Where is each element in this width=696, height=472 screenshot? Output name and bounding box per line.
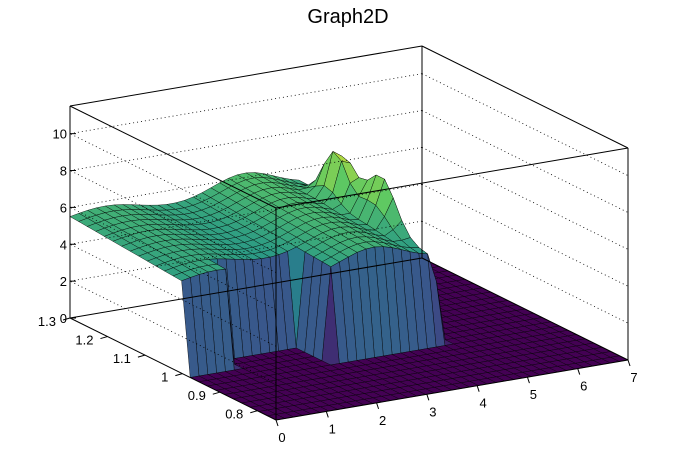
front-top-edge bbox=[275, 147, 629, 209]
y-tick-label: 0.8 bbox=[225, 407, 243, 422]
chart-title: Graph2D bbox=[307, 6, 388, 28]
y-tick bbox=[212, 391, 220, 395]
x-tick-label: 2 bbox=[379, 413, 386, 428]
z-tick-label: 0 bbox=[60, 311, 67, 326]
x-tick bbox=[526, 376, 530, 384]
y-tick-label: 1.3 bbox=[38, 314, 56, 329]
y-tick-label: 1 bbox=[161, 370, 168, 385]
z-tick-label: 6 bbox=[60, 200, 67, 215]
x-tick bbox=[627, 359, 631, 367]
x-tick-label: 6 bbox=[580, 379, 587, 394]
x-tick-label: 4 bbox=[480, 396, 487, 411]
back-wall-gridline bbox=[69, 73, 423, 135]
z-tick-label: 2 bbox=[60, 274, 67, 289]
side-wall-gridline bbox=[421, 110, 629, 213]
x-tick bbox=[325, 411, 329, 418]
right-floor-edge bbox=[421, 257, 629, 361]
axis-ticks: 0 1 2 3 4 5 6 7 0.8 0.9 1 1.1 1.2 1.3 0 2 4 6 8 10 bbox=[38, 127, 638, 445]
axis-box bbox=[69, 45, 629, 421]
x-tick bbox=[476, 385, 480, 392]
left-floor-edge bbox=[69, 317, 277, 421]
x-tick-label: 0 bbox=[278, 430, 285, 445]
back-floor-edge bbox=[69, 257, 423, 319]
right-top-edge bbox=[421, 45, 629, 149]
x-tick bbox=[577, 368, 581, 375]
y-tick-label: 0.9 bbox=[188, 388, 206, 403]
x-tick-label: 5 bbox=[530, 387, 537, 402]
y-tick bbox=[100, 336, 108, 340]
x-tick-label: 7 bbox=[630, 370, 637, 385]
y-tick bbox=[175, 373, 183, 377]
y-tick-label: 1.2 bbox=[75, 333, 93, 348]
y-tick bbox=[137, 354, 146, 358]
x-tick bbox=[426, 394, 430, 401]
surface-mesh bbox=[69, 150, 629, 421]
z-tick-label: 8 bbox=[60, 164, 67, 179]
side-wall-gridline bbox=[421, 73, 629, 177]
x-tick bbox=[275, 419, 279, 427]
y-tick-label: 1.1 bbox=[113, 351, 131, 366]
left-top-edge bbox=[69, 105, 277, 209]
back-top-edge bbox=[69, 45, 423, 107]
y-tick bbox=[250, 410, 258, 414]
back-wall-gridline bbox=[69, 110, 423, 171]
side-wall-gridline bbox=[421, 147, 629, 250]
y-tick bbox=[62, 317, 71, 321]
z-tick-label: 10 bbox=[53, 127, 67, 142]
x-tick-label: 1 bbox=[329, 421, 336, 436]
side-wall-gridline bbox=[421, 183, 629, 287]
x-tick bbox=[376, 402, 380, 410]
front-floor-edge bbox=[275, 359, 629, 421]
x-tick-label: 3 bbox=[429, 404, 436, 419]
z-tick-label: 4 bbox=[60, 237, 67, 252]
